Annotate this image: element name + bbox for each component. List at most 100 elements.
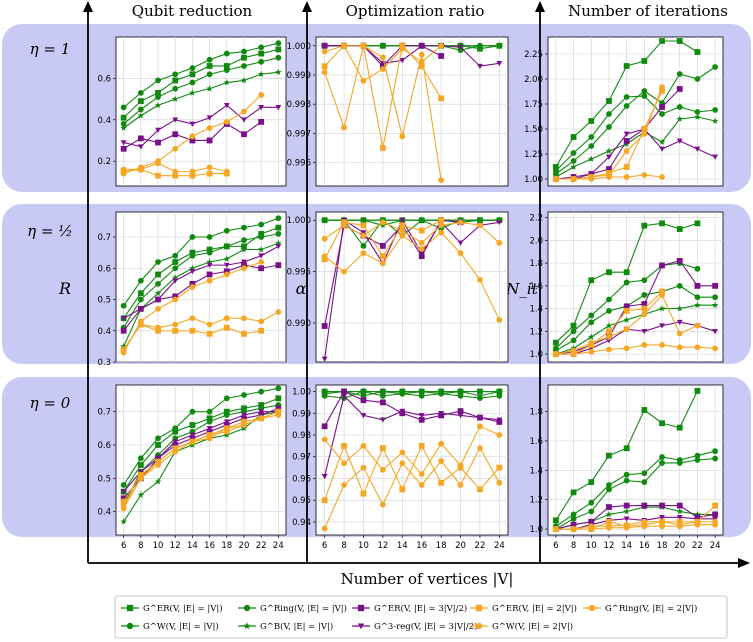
data-point — [712, 502, 719, 509]
series-w_2 — [321, 42, 445, 184]
data-point — [477, 63, 483, 70]
data-point — [321, 48, 328, 55]
data-point — [399, 58, 406, 64]
data-point — [223, 408, 230, 415]
data-point — [694, 387, 701, 394]
y-tick-label: 1.4 — [529, 466, 543, 476]
data-point — [676, 305, 684, 312]
data-point — [341, 268, 347, 275]
data-point — [457, 250, 464, 256]
x-axis-arrowhead — [738, 558, 750, 568]
data-point — [676, 330, 683, 337]
data-point — [477, 45, 483, 52]
legend-entry-er_2: G^ER(V, |E| = 2|V|) — [470, 603, 577, 614]
data-point — [341, 482, 347, 488]
series-line — [123, 57, 279, 125]
legend-box — [114, 595, 728, 639]
data-point — [418, 239, 425, 246]
series-er_2 — [321, 217, 445, 263]
series-line — [555, 88, 681, 180]
data-point — [275, 224, 282, 231]
data-point — [240, 246, 248, 253]
legend-marker — [357, 604, 365, 612]
series-reg3 — [120, 409, 282, 495]
data-point — [120, 114, 127, 121]
data-point — [476, 42, 484, 49]
data-point — [223, 268, 230, 275]
chart-panels: 0.20.40.60.9960.9970.9980.9991.0001.001.… — [97, 36, 724, 551]
data-point — [623, 94, 630, 100]
data-point — [570, 511, 577, 518]
series-line — [123, 42, 279, 108]
data-point — [258, 409, 265, 415]
data-point — [155, 127, 161, 134]
x-tick-label: 14 — [187, 541, 198, 551]
data-point — [570, 337, 577, 344]
data-point — [570, 328, 577, 335]
data-point — [321, 235, 328, 242]
data-point — [120, 315, 127, 322]
data-point — [676, 515, 683, 521]
data-point — [399, 486, 406, 493]
data-point — [496, 316, 503, 323]
data-point — [438, 479, 445, 486]
data-point — [360, 397, 367, 404]
data-point — [275, 105, 282, 111]
x-tick-label: 6 — [121, 541, 126, 551]
data-point — [606, 524, 612, 531]
data-point — [360, 464, 367, 471]
series-w_2 — [552, 84, 665, 182]
legend-label: G^ER(V, |E| = 2|V|) — [492, 603, 577, 614]
data-point — [641, 305, 648, 312]
data-point — [694, 109, 701, 115]
series-line — [123, 397, 279, 492]
data-point — [321, 253, 328, 260]
data-point — [659, 420, 665, 427]
data-point — [189, 121, 196, 127]
series-line — [123, 404, 279, 506]
y-tick-label: 0.99 — [292, 409, 311, 419]
data-point — [570, 150, 577, 156]
data-point — [155, 280, 161, 287]
y-tick-label: 1.8 — [529, 259, 543, 269]
data-point — [552, 517, 559, 524]
data-point — [275, 215, 282, 222]
y-tick-label: 0.4 — [97, 327, 111, 337]
data-point — [418, 388, 426, 395]
data-point — [496, 388, 503, 395]
chart-panel-r2-c1: 0.94 0.95 0.96 0.97 0.98 0.99 1.00 6 8 10 12 14 16 18… — [292, 384, 509, 551]
data-point — [570, 515, 577, 522]
data-point — [659, 460, 665, 466]
data-point — [241, 262, 247, 269]
data-point — [676, 115, 684, 122]
data-point — [676, 460, 683, 466]
data-point — [641, 502, 648, 509]
data-point — [189, 422, 196, 428]
x-tick-label: 22 — [692, 541, 703, 551]
data-point — [552, 164, 559, 170]
data-point — [438, 410, 445, 417]
data-point — [258, 118, 265, 125]
data-point — [223, 67, 230, 74]
data-point — [172, 117, 179, 123]
data-point — [189, 284, 196, 290]
data-point — [641, 277, 648, 284]
data-point — [606, 296, 612, 303]
legend-marker — [475, 604, 483, 612]
data-point — [711, 117, 719, 124]
legend-entry-er_v: G^ER(V, |E| = |V|) — [121, 603, 223, 614]
row-label-eta-0: η = 0 — [30, 394, 71, 412]
data-point — [418, 43, 425, 49]
data-point — [137, 277, 144, 284]
data-point — [418, 63, 425, 70]
series-line — [555, 524, 716, 530]
data-point — [641, 518, 648, 525]
data-point — [694, 146, 701, 152]
data-point — [241, 237, 247, 244]
data-point — [694, 76, 701, 82]
data-point — [606, 504, 612, 510]
data-point — [418, 253, 425, 260]
data-point — [155, 139, 161, 146]
legend-entry-ring_2: G^Ring(V, |E| = 2|V|) — [583, 603, 697, 614]
data-point — [137, 112, 145, 119]
